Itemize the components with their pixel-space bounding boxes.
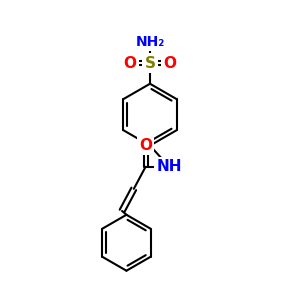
Text: S: S [145,56,155,70]
Text: O: O [164,56,176,70]
Text: O: O [124,56,136,70]
Text: O: O [139,138,152,153]
Text: NH₂: NH₂ [135,35,165,49]
Text: NH: NH [156,159,182,174]
